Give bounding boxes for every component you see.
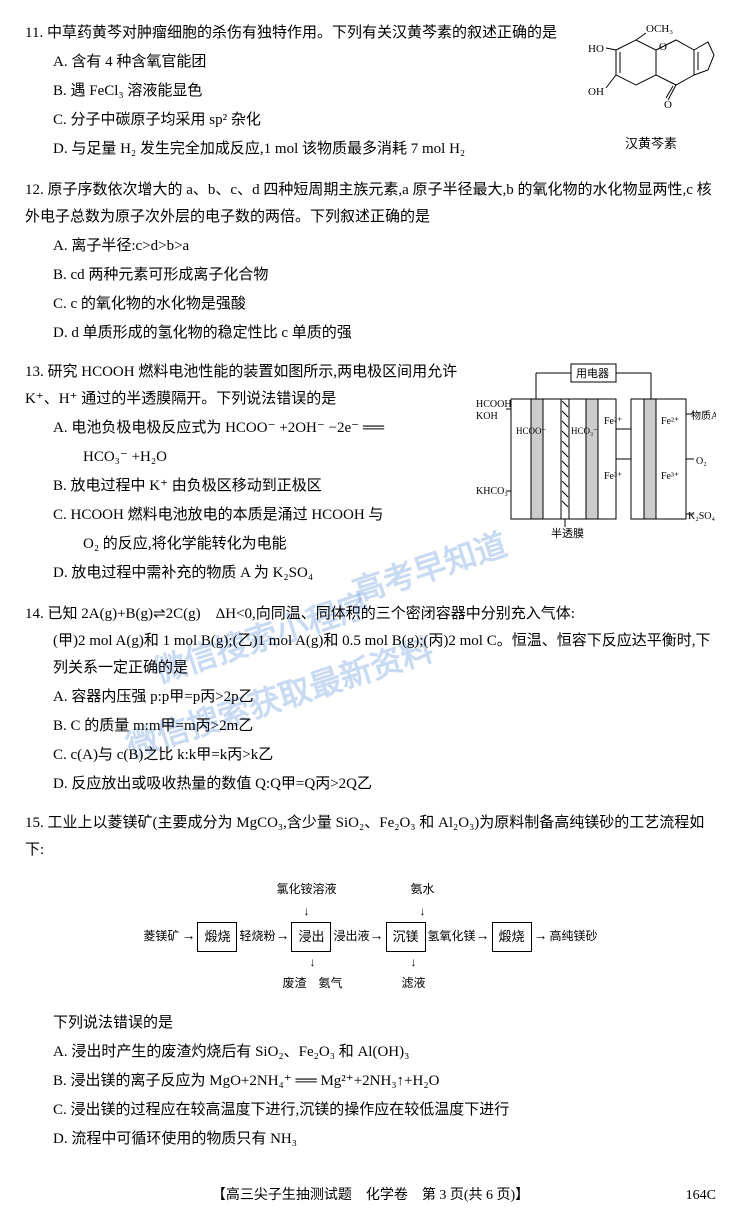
q12-text: 原子序数依次增大的 a、b、c、d 四种短周期主族元素,a 原子半径最大,b 的… [25,182,712,225]
svg-text:K₂SO₄: K₂SO₄ [688,511,715,522]
q13-opt-d: D. 放电过程中需补充的物质 A 为 K₂SO₄ [53,560,716,587]
flow-a3: 氢氧化镁 [428,929,476,943]
q14-opt-b: B. C 的质量 m:m甲=m丙>2m乙 [53,713,716,740]
flow-d1: 废渣 [282,976,306,990]
svg-text:半透膜: 半透膜 [551,526,584,540]
svg-text:Fe²⁺: Fe²⁺ [661,416,679,427]
q11-num: 11. [25,25,43,41]
svg-text:Fe³⁺: Fe³⁺ [604,471,622,482]
svg-text:KHCO₃: KHCO₃ [476,486,508,497]
question-13: 用电器 HCOOH KOH HCOO⁻ HCO₃⁻ KHCO₃ Fe²⁺ Fe³… [25,359,716,589]
molecule-figure: OCH₃ HO OH O O 汉黄芩素 [586,20,716,155]
q12-opt-c: C. c 的氧化物的水化物是强酸 [53,291,716,318]
page-footer: 【高三尖子生抽测试题 化学卷 第 3 页(共 6 页)】 164C [25,1183,716,1208]
q14-text: 已知 2A(g)+B(g)⇌2C(g) ΔH<0,向同温、同体积的三个密闭容器中… [48,606,575,622]
q15-text2: 下列说法错误的是 [53,1010,716,1037]
question-14: 14. 已知 2A(g)+B(g)⇌2C(g) ΔH<0,向同温、同体积的三个密… [25,601,716,798]
flow-d2: 氨气 [319,976,343,990]
q14-num: 14. [25,606,44,622]
q14-opt-c: C. c(A)与 c(B)之比 k:k甲=k丙>k乙 [53,742,716,769]
flow-n1: 菱镁矿 [143,926,179,948]
mol-o2: O [664,99,672,111]
mol-oh: OH [588,86,604,98]
process-flow-diagram: 氯化铵溶液↓ 氨水↓ 菱镁矿 → 煅烧 轻烧粉→ 浸出 浸出液→ 沉镁 氢氧化镁… [25,879,716,995]
question-12: 12. 原子序数依次增大的 a、b、c、d 四种短周期主族元素,a 原子半径最大… [25,177,716,347]
q15-opt-c: C. 浸出镁的过程应在较高温度下进行,沉镁的操作应在较低温度下进行 [53,1097,716,1124]
svg-text:物质A: 物质A [691,409,716,422]
flow-a1: 轻烧粉 [239,929,275,943]
q15-opt-a: A. 浸出时产生的废渣灼烧后有 SiO₂、Fe₂O₃ 和 Al(OH)₃ [53,1039,716,1066]
flow-b1: 煅烧 [197,922,237,951]
flow-b2: 浸出 [291,922,331,951]
q14-opt-a: A. 容器内压强 p:p甲=p丙>2p乙 [53,684,716,711]
footer-main: 【高三尖子生抽测试题 化学卷 第 3 页(共 6 页)】 [212,1188,529,1203]
svg-text:KOH: KOH [476,411,498,422]
q15-opt-b: B. 浸出镁的离子反应为 MgO+2NH₄⁺ ══ Mg²⁺+2NH₃↑+H₂O [53,1068,716,1095]
q15-num: 15. [25,815,44,831]
q12-num: 12. [25,182,44,198]
q15-text: 工业上以菱镁矿(主要成分为 MgCO₃,含少量 SiO₂、Fe₂O₃ 和 Al₂… [25,815,704,858]
svg-text:Fe³⁺: Fe³⁺ [661,471,679,482]
molecule-label: 汉黄芩素 [586,132,716,155]
question-11: OCH₃ HO OH O O 汉黄芩素 11. 中草药黄芩对肿瘤细胞的杀伤有独特… [25,20,716,165]
svg-text:O₂: O₂ [696,456,707,467]
flow-top-1: 氯化铵溶液 [276,879,336,901]
svg-text:用电器: 用电器 [576,367,609,380]
flow-d3: 滤液 [402,973,426,995]
q13-text: 研究 HCOOH 燃料电池性能的装置如图所示,两电极区间用允许 K⁺、H⁺ 通过… [25,364,457,407]
q13-num: 13. [25,364,44,380]
q14-text2: (甲)2 mol A(g)和 1 mol B(g);(乙)1 mol A(g)和… [53,628,716,682]
flow-n2: 高纯镁砂 [550,926,598,948]
svg-text:Fe²⁺: Fe²⁺ [604,416,622,427]
svg-text:HCOO⁻: HCOO⁻ [516,426,547,436]
svg-text:HCO₃⁻: HCO₃⁻ [571,426,598,436]
flow-a2: 浸出液 [333,929,369,943]
flow-b3: 沉镁 [386,922,426,951]
q12-opt-d: D. d 单质形成的氢化物的稳定性比 c 单质的强 [53,320,716,347]
flow-top-2: 氨水 [411,879,435,901]
q12-opt-a: A. 离子半径:c>d>b>a [53,233,716,260]
flow-b4: 煅烧 [492,922,532,951]
question-15: 15. 工业上以菱镁矿(主要成分为 MgCO₃,含少量 SiO₂、Fe₂O₃ 和… [25,810,716,1153]
q14-opt-d: D. 反应放出或吸收热量的数值 Q:Q甲=Q丙>2Q乙 [53,771,716,798]
q15-opt-d: D. 流程中可循环使用的物质只有 NH₃ [53,1126,716,1153]
mol-ho1: HO [588,43,604,55]
footer-code: 164C [686,1183,716,1208]
q11-text: 中草药黄芩对肿瘤细胞的杀伤有独特作用。下列有关汉黄芩素的叙述正确的是 [47,25,557,41]
svg-text:HCOOH: HCOOH [476,399,512,410]
mol-och3: OCH₃ [646,23,673,35]
q12-opt-b: B. cd 两种元素可形成离子化合物 [53,262,716,289]
fuel-cell-diagram: 用电器 HCOOH KOH HCOO⁻ HCO₃⁻ KHCO₃ Fe²⁺ Fe³… [476,359,716,559]
